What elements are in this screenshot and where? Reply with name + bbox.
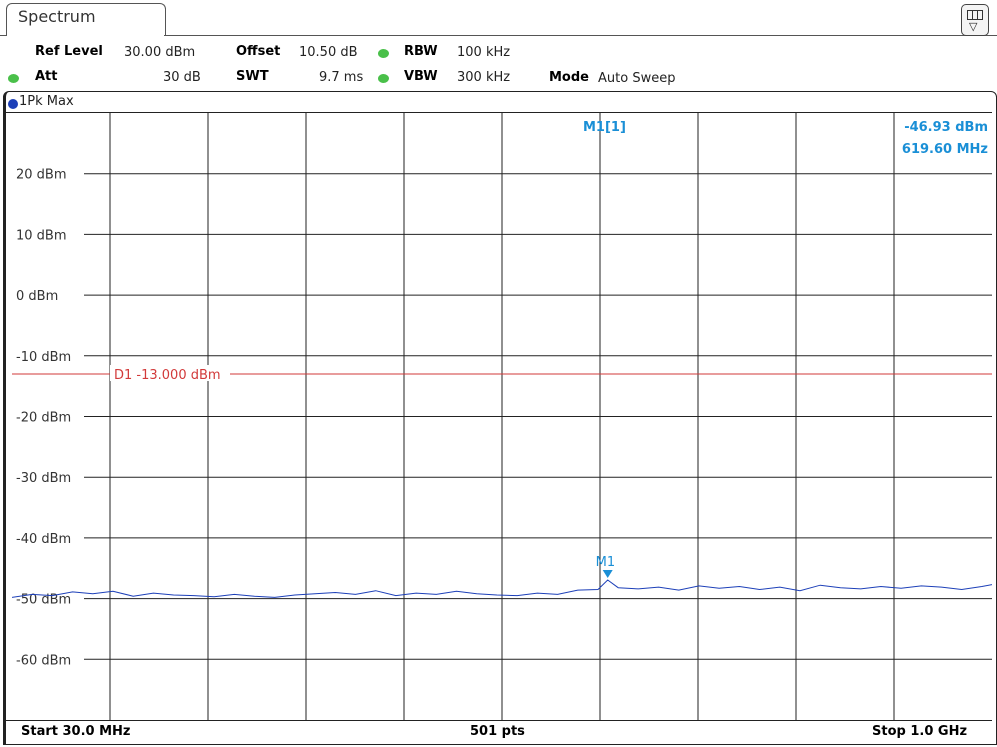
tab-divider — [164, 35, 997, 36]
marker-m1[interactable]: M1 — [596, 555, 616, 578]
att-value: 30 dB — [163, 70, 201, 85]
marker-readout-name: M1[1] — [583, 120, 626, 135]
y-tick-label: -50 dBm — [16, 593, 71, 608]
y-tick-label-bg — [12, 346, 84, 363]
display-line-label-bg — [110, 365, 230, 382]
y-tick-label-bg — [12, 225, 84, 242]
y-tick-label-bg — [12, 286, 84, 303]
display-line-label: D1 -13.000 dBm — [114, 368, 221, 383]
vbw-label: VBW — [404, 69, 438, 84]
y-tick-label: -40 dBm — [16, 532, 71, 547]
trace-info-bar — [6, 92, 992, 113]
y-tick-label: -30 dBm — [16, 471, 71, 486]
y-tick-label: 20 dBm — [16, 168, 67, 183]
tab-spectrum[interactable] — [6, 3, 166, 36]
softkey-menu-icon[interactable]: ▽ — [961, 4, 989, 36]
ref-level-label: Ref Level — [35, 44, 103, 59]
y-tick-label: 0 dBm — [16, 289, 58, 304]
att-label: Att — [35, 69, 58, 84]
swt-value: 9.7 ms — [319, 70, 364, 85]
trace-1 — [12, 579, 992, 598]
spectrum-plot[interactable]: 20 dBm 10 dBm 0 dBm -10 dBm -20 dBm -30 dBm -4… — [12, 113, 992, 720]
sweep-points: 501 pts — [470, 724, 525, 739]
y-tick-label: -60 dBm — [16, 653, 71, 668]
marker-readout: M1[1] -46.93 dBm 619.60 MHz — [583, 120, 988, 157]
y-tick-label: -20 dBm — [16, 411, 71, 426]
vbw-coupled-dot-icon — [378, 74, 389, 83]
trace-label: 1Pk Max — [19, 94, 74, 109]
y-tick-label-bg — [12, 468, 84, 485]
marker-m1-triangle[interactable] — [602, 569, 613, 578]
att-coupled-dot-icon — [8, 74, 19, 83]
offset-value: 10.50 dB — [299, 45, 358, 60]
marker-m1-label: M1 — [596, 555, 616, 570]
y-tick-label: -10 dBm — [16, 350, 71, 365]
tab-divider — [0, 35, 6, 36]
vbw-value: 300 kHz — [457, 70, 511, 85]
rbw-label: RBW — [404, 44, 438, 59]
y-tick-label-bg — [12, 528, 84, 545]
grid — [12, 113, 992, 720]
rbw-coupled-dot-icon — [378, 49, 389, 58]
trace-indicator-icon — [8, 99, 18, 109]
ref-level-value: 30.00 dBm — [124, 45, 196, 60]
mode-label: Mode — [549, 70, 589, 85]
y-axis-ticks: 20 dBm 10 dBm 0 dBm -10 dBm -20 dBm -30 dBm -4… — [12, 164, 84, 668]
y-tick-label-bg — [12, 650, 84, 667]
marker-readout-level: -46.93 dBm — [904, 120, 988, 135]
start-frequency: Start 30.0 MHz — [21, 724, 131, 739]
swt-label: SWT — [236, 69, 269, 84]
marker-readout-frequency: 619.60 MHz — [902, 142, 988, 157]
y-tick-label: 10 dBm — [16, 228, 67, 243]
mode-value: Auto Sweep — [598, 71, 676, 86]
rbw-value: 100 kHz — [457, 45, 511, 60]
y-tick-label-bg — [12, 407, 84, 424]
tab-label: Spectrum — [18, 7, 96, 26]
display-line: D1 -13.000 dBm — [12, 365, 992, 383]
y-tick-label-bg — [12, 164, 84, 181]
offset-label: Offset — [236, 44, 281, 59]
stop-frequency: Stop 1.0 GHz — [872, 724, 968, 739]
trace-1-line — [12, 579, 992, 598]
status-footer — [6, 720, 992, 743]
